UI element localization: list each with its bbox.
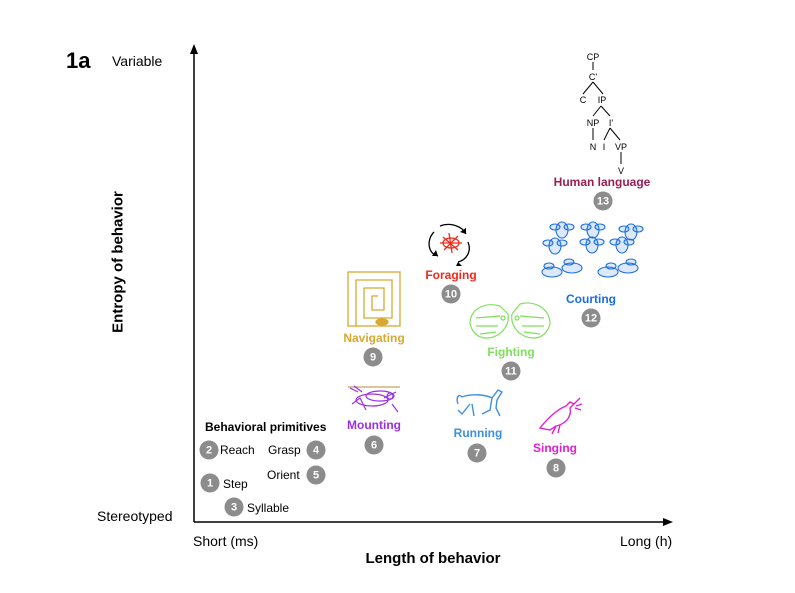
badge-1: 1	[200, 473, 220, 493]
behavior-label-mounting: Mounting	[347, 418, 401, 432]
behavior-label-fighting: Fighting	[487, 345, 535, 359]
maze-icon	[347, 271, 401, 327]
tree-node-cbar: C'	[589, 72, 597, 82]
y-axis-top-label: Variable	[112, 53, 163, 69]
primitive-grasp: Grasp	[268, 443, 301, 457]
tree-node-cp: CP	[587, 52, 600, 62]
primitive-syllable: Syllable	[247, 501, 290, 515]
tree-node-np: NP	[587, 118, 600, 128]
badge-7: 7	[467, 443, 487, 463]
panel-label: 1a	[66, 48, 91, 73]
bird-icon	[538, 397, 583, 435]
x-axis-title: Length of behavior	[365, 550, 501, 567]
behavior-label-courting: Courting	[566, 292, 616, 306]
tree-node-ip: IP	[598, 95, 607, 105]
behavior-label-running: Running	[453, 426, 503, 440]
badge-12: 12	[581, 308, 601, 328]
syntax-tree-labels: CP C' C IP NP I' N I VP V	[580, 52, 627, 176]
badge-4: 4	[306, 440, 326, 460]
forager-icon	[428, 223, 470, 266]
x-axis-right-label: Long (h)	[620, 533, 673, 549]
badge-5: 5	[306, 465, 326, 485]
badge-8: 8	[546, 458, 566, 478]
x-axis-left-label: Short (ms)	[193, 533, 259, 549]
syntax-tree-icon	[582, 62, 622, 164]
behavior-label-navigating: Navigating	[343, 331, 405, 345]
badge-13: 13	[593, 191, 613, 211]
primitive-step: Step	[223, 477, 248, 491]
tree-node-v: V	[618, 166, 624, 176]
tree-node-i: I	[603, 142, 606, 152]
behavior-label-foraging: Foraging	[425, 268, 477, 282]
badge-6: 6	[364, 435, 384, 455]
badge-2: 2	[199, 440, 219, 460]
courting-flies-icon	[541, 221, 644, 278]
badge-9: 9	[363, 347, 383, 367]
tree-node-c: C	[580, 95, 587, 105]
behavior-label-singing: Singing	[533, 441, 577, 455]
primitives-title: Behavioral primitives	[205, 420, 327, 434]
badge-10: 10	[441, 284, 461, 304]
primitive-reach: Reach	[220, 443, 255, 457]
badge-11: 11	[501, 361, 521, 381]
tree-node-n: N	[590, 142, 597, 152]
fighting-animals-icon	[469, 302, 551, 339]
primitive-orient: Orient	[267, 468, 300, 482]
x-axis-arrow-icon	[663, 518, 673, 526]
tree-node-ibar: I'	[609, 118, 614, 128]
mounting-flies-icon	[348, 385, 400, 413]
y-axis-arrow-icon	[190, 44, 198, 54]
tree-node-vp: VP	[615, 142, 627, 152]
behavior-label-human-language: Human language	[553, 175, 651, 189]
horse-icon	[456, 389, 504, 417]
badge-3: 3	[224, 497, 244, 517]
y-axis-bottom-label: Stereotyped	[97, 508, 173, 524]
